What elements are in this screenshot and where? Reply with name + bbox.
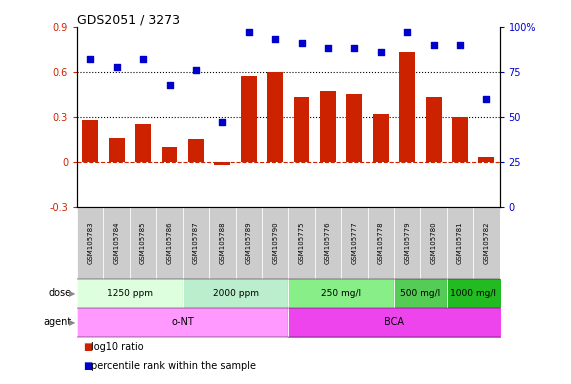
Text: GDS2051 / 3273: GDS2051 / 3273 [77,14,180,27]
Bar [452,117,468,162]
Text: GSM105782: GSM105782 [484,222,489,264]
Point [456,42,465,48]
Bar [473,207,500,279]
Text: percentile rank within the sample: percentile rank within the sample [91,361,256,371]
Point [323,45,332,51]
Point [403,29,412,35]
Text: GSM105783: GSM105783 [87,222,93,264]
Bar [82,120,98,162]
Point [86,56,95,62]
Point [191,67,200,73]
Bar [478,157,494,162]
Text: GSM105775: GSM105775 [299,222,304,264]
Bar [394,207,420,279]
Bar [103,207,130,279]
Bar [315,207,341,279]
Bar [188,139,204,162]
Text: 2000 ppm: 2000 ppm [212,289,259,298]
Bar [130,207,156,279]
Point [297,40,306,46]
Point [139,56,148,62]
Bar [235,207,262,279]
Text: o-NT: o-NT [171,317,194,327]
Text: agent: agent [43,317,71,327]
Text: GSM105780: GSM105780 [431,222,437,264]
Bar [425,98,441,162]
Point [429,42,438,48]
Point [165,81,174,88]
Bar [368,207,394,279]
Bar [135,124,151,162]
Point [112,63,121,70]
Text: GSM105779: GSM105779 [404,222,410,264]
Point [350,45,359,51]
Text: 1250 ppm: 1250 ppm [107,289,153,298]
Text: GSM105781: GSM105781 [457,222,463,264]
Text: ▶: ▶ [69,318,75,327]
Bar [293,98,309,162]
Text: ■: ■ [83,361,92,371]
Bar [399,52,415,162]
Bar [156,207,183,279]
Bar [262,207,288,279]
Point [482,96,491,102]
Text: GSM105785: GSM105785 [140,222,146,264]
Text: GSM105778: GSM105778 [378,222,384,264]
Text: 1000 mg/l: 1000 mg/l [450,289,496,298]
Bar [341,207,368,279]
Bar [347,94,362,162]
Text: log10 ratio: log10 ratio [91,342,144,352]
Bar [108,138,124,162]
Bar [420,207,447,279]
Bar [77,207,103,279]
Bar [209,207,235,279]
Text: ■: ■ [83,342,92,352]
Text: GSM105784: GSM105784 [114,222,120,264]
Point [244,29,254,35]
Text: GSM105789: GSM105789 [246,222,252,264]
Text: 250 mg/l: 250 mg/l [321,289,361,298]
Bar [241,76,256,162]
Text: GSM105786: GSM105786 [167,222,172,264]
Bar [162,147,178,162]
Point [271,36,280,43]
Text: GSM105788: GSM105788 [219,222,226,264]
Text: 500 mg/l: 500 mg/l [400,289,440,298]
Text: GSM105776: GSM105776 [325,222,331,264]
Text: ▶: ▶ [69,289,75,298]
Text: BCA: BCA [384,317,404,327]
Bar [320,91,336,162]
Point [376,49,385,55]
Bar [288,207,315,279]
Text: GSM105787: GSM105787 [193,222,199,264]
Text: dose: dose [49,288,71,298]
Bar [447,207,473,279]
Text: GSM105790: GSM105790 [272,222,278,264]
Text: GSM105777: GSM105777 [351,222,357,264]
Bar [267,72,283,162]
Bar [215,162,230,165]
Point [218,119,227,126]
Bar [183,207,209,279]
Bar [373,114,389,162]
